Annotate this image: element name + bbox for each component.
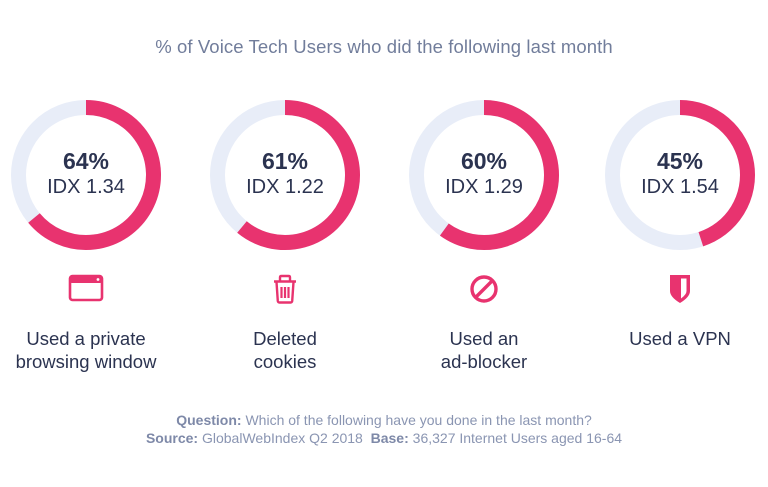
index-value: IDX 1.54 [641, 176, 719, 198]
donut-value-arc [28, 100, 161, 250]
panel-ad-blocker: 60% IDX 1.29 Used an ad-blocker [384, 0, 584, 380]
percent-value: 64% [62, 148, 110, 174]
label-line-1: Used a private [26, 328, 146, 349]
index-value: IDX 1.34 [47, 176, 125, 198]
panel-vpn: 45% IDX 1.54 Used a VPN [580, 0, 768, 380]
source-label: Source: [145, 430, 199, 446]
trash-icon [265, 272, 305, 308]
donut-charts [11, 100, 755, 250]
label-line-2: browsing window [15, 351, 157, 372]
percent-value: 60% [460, 148, 508, 174]
footer-question: Question: Which of the following have yo… [0, 412, 768, 428]
base-label: Base: [370, 430, 409, 446]
percent-value: 45% [656, 148, 704, 174]
label-line-1: Used a VPN [629, 328, 731, 349]
question-label: Question: [176, 412, 242, 428]
label-line-1: Deleted [253, 328, 317, 349]
block-icon [464, 272, 504, 308]
question-text: Which of the following have you done in … [241, 412, 592, 428]
label-line-2: cookies [253, 351, 317, 372]
label-line-1: Used an [449, 328, 519, 349]
source-text: GlobalWebIndex Q2 2018 [198, 430, 371, 446]
index-value: IDX 1.29 [445, 176, 523, 198]
label-line-2: ad-blocker [440, 351, 528, 372]
index-value: IDX 1.22 [246, 176, 324, 198]
panel-private-browsing: 64% IDX 1.34 Used a private browsing win… [0, 0, 186, 380]
chart-title: % of Voice Tech Users who did the follow… [155, 36, 613, 57]
donut-value-arc [439, 100, 559, 250]
donut-value-arc [237, 100, 360, 250]
footer-source: Source: GlobalWebIndex Q2 2018 Base: 36,… [0, 430, 768, 446]
panel-deleted-cookies: 61% IDX 1.22 Deleted cookies [185, 0, 385, 380]
donut-value-arc [679, 100, 755, 247]
base-text: 36,327 Internet Users aged 16-64 [408, 430, 623, 446]
percent-value: 61% [261, 148, 309, 174]
shield-icon [660, 272, 700, 308]
browser-window-icon [66, 272, 106, 308]
